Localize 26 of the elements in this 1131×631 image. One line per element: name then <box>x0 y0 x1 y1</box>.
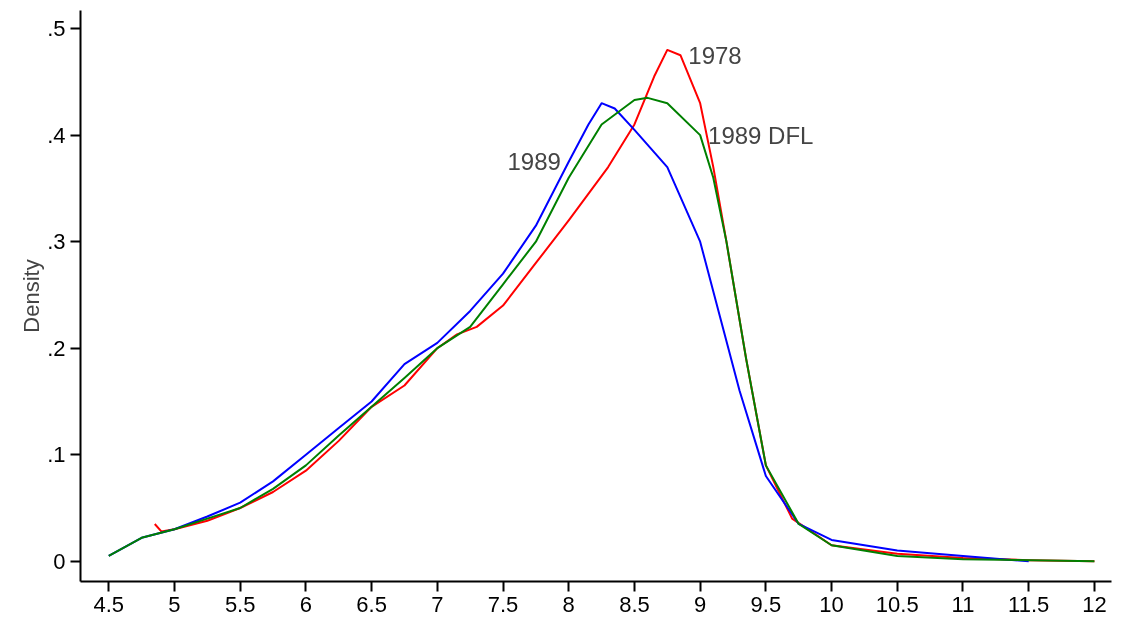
x-tick-label: 5 <box>168 591 181 617</box>
x-tick-label: 9 <box>694 591 707 617</box>
x-tick-label: 8 <box>562 591 575 617</box>
x-tick-label: 7.5 <box>487 591 519 617</box>
y-tick-label: .2 <box>47 335 66 361</box>
x-tick-label: 11.5 <box>1008 591 1050 617</box>
x-tick-label: 10 <box>819 591 844 617</box>
x-tick-label: 9.5 <box>750 591 782 617</box>
x-tick-label: 12 <box>1082 591 1107 617</box>
x-tick-label: 10.5 <box>875 591 919 617</box>
y-tick-label: .1 <box>47 442 66 468</box>
series-label: 1989 DFL <box>708 121 814 149</box>
x-tick-label: 7 <box>431 591 444 617</box>
x-tick-label: 8.5 <box>619 591 650 617</box>
x-tick-label: 6 <box>299 591 313 617</box>
series-label: 1989 <box>507 148 561 176</box>
x-tick-label: 5.5 <box>224 591 256 617</box>
x-tick-label: 6.5 <box>356 591 387 617</box>
y-tick-label: .5 <box>47 16 66 42</box>
y-tick-label: 0 <box>53 548 66 574</box>
y-axis-title: Density <box>19 259 45 333</box>
y-tick-label: .4 <box>47 122 66 148</box>
y-tick-label: .3 <box>47 229 66 255</box>
x-tick-label: 11 <box>951 591 975 617</box>
x-tick-label: 4.5 <box>93 591 125 617</box>
series-label: 1978 <box>688 41 742 69</box>
